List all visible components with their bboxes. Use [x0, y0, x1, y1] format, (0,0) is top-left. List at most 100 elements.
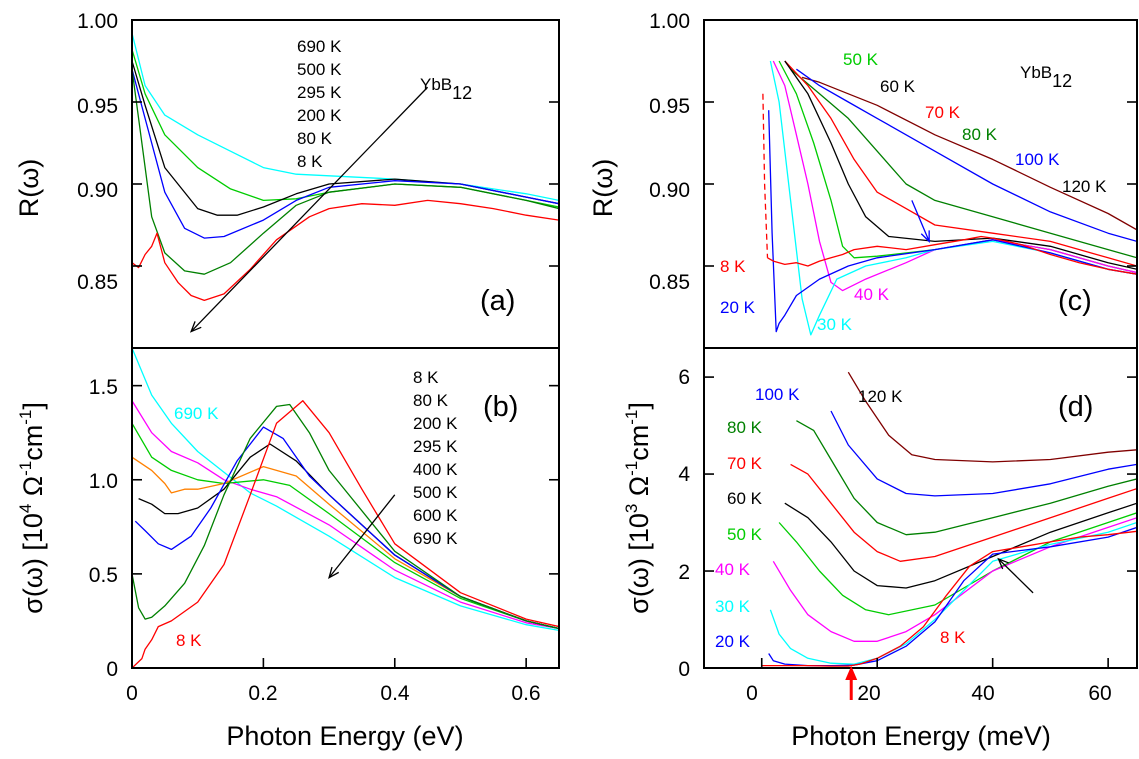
panel-b-arrow-head: [328, 566, 340, 579]
panel-a-legend-1: 690 K: [297, 37, 342, 56]
panel-a-label: (a): [480, 285, 515, 317]
panel-c-ytick-0: 0.85: [649, 271, 690, 294]
panel-c-label-50K: 50 K: [843, 50, 879, 69]
panel-d-xtick-3: 60: [1088, 682, 1111, 705]
panel-a-tickmarks: [132, 101, 559, 267]
panel-b-xtick-3: 0.6: [511, 682, 540, 705]
panel-c-series-9: [767, 235, 1137, 275]
panel-b-series-2: [132, 422, 559, 630]
panel-c-label-20K: 20 K: [720, 298, 756, 317]
panel-a-yticks: 0.85 0.90 0.95 1.00: [77, 10, 118, 294]
panel-c-series-10: [762, 93, 769, 258]
panel-b-arrow: [328, 494, 396, 579]
panel-c-label-80K: 80 K: [962, 125, 998, 144]
panel-b-legend-5: 400 K: [413, 460, 458, 479]
panel-d-label: (d): [1058, 391, 1093, 423]
panel-d-series-9: [761, 530, 1137, 667]
panel-d-arrow: [997, 558, 1034, 594]
panel-c-series-6: [772, 60, 1137, 292]
panel-b-legend-6: 500 K: [413, 483, 458, 502]
panel-d-tickmarks: [704, 376, 1137, 668]
panel-a-ytick-1: 0.90: [77, 179, 118, 202]
panel-b-series-1: [132, 400, 559, 630]
panel-c-label: (c): [1058, 285, 1092, 317]
panel-d-ytick-2: 4: [678, 463, 690, 486]
panel-b-xticks: 0 0.2 0.4 0.6: [126, 682, 540, 705]
panel-d-label-60K: 60 K: [727, 489, 763, 508]
panel-a-legend: 690 K 500 K 295 K 200 K 80 K 8 K: [297, 37, 342, 171]
panel-d-label-100K: 100 K: [755, 385, 800, 404]
panel-c-series-1: [796, 68, 1137, 243]
panel-b-series-6: [132, 403, 559, 630]
panel-a-series-0: [132, 32, 559, 202]
panel-b-frame: [131, 347, 560, 669]
panel-d-xlabel: Photon Energy (meV): [791, 721, 1051, 751]
panel-d-label-20K: 20 K: [715, 632, 751, 651]
panel-b-legend: 8 K 80 K 200 K 295 K 400 K 500 K 600 K 6…: [413, 368, 458, 548]
panel-c-ylabel: R(ω): [588, 159, 618, 218]
panel-a-ytick-3: 1.00: [77, 10, 118, 33]
panel-c-series-2: [790, 68, 1137, 259]
panel-c-series-3: [784, 60, 1137, 267]
panel-a-legend-2: 500 K: [297, 60, 342, 79]
panel-d-frame: [703, 347, 1138, 669]
panel-c-label-40K: 40 K: [854, 285, 890, 304]
panel-d-ytick-1: 2: [678, 561, 690, 584]
panel-c-series-0: [801, 76, 1137, 231]
panel-b-label-690K: 690 K: [174, 404, 219, 423]
panel-a-series: [132, 32, 559, 333]
panel-c: (c) YbB12 50 K 60 K 70 K 80 K 100 K 120 …: [588, 10, 1138, 349]
panel-b-label: (b): [483, 391, 518, 423]
panel-a-ytick-0: 0.85: [77, 271, 118, 294]
panel-d-gap-marker-head: [845, 666, 858, 680]
panel-b-series-5: [134, 426, 559, 630]
panel-c-arrow-head: [920, 230, 930, 243]
panel-d-label-50K: 50 K: [727, 525, 763, 544]
panel-d-xtick-1: 20: [857, 682, 880, 705]
panel-a-series-4: [132, 69, 559, 275]
panel-c-label-120K: 120 K: [1062, 177, 1107, 196]
panel-c-yticks: 0.85 0.90 0.95 1.00: [649, 10, 690, 294]
panel-d-xtick-0: 0: [746, 682, 758, 705]
panel-b-yticks: 0 0.5 1.0 1.5: [89, 376, 118, 681]
panel-d-series-1: [830, 410, 1137, 497]
panel-d-series-6: [772, 517, 1137, 642]
panel-b-series-7: [132, 400, 559, 668]
panel-c-label-30K: 30 K: [817, 315, 853, 334]
panel-a-ytick-2: 0.95: [77, 95, 118, 118]
panel-d-label-8K: 8 K: [940, 628, 966, 647]
panel-d-series-3: [790, 463, 1137, 562]
panel-d-series-0: [847, 371, 1137, 463]
panel-d-label-120K: 120 K: [858, 387, 903, 406]
panel-b-ytick-3: 1.5: [89, 376, 118, 399]
panel-a-legend-5: 80 K: [297, 129, 333, 148]
panel-c-series-4: [784, 60, 1137, 270]
panel-b-legend-3: 200 K: [413, 414, 458, 433]
panel-b-label-8K: 8 K: [176, 631, 202, 650]
panel-b-tickmarks: [132, 384, 559, 668]
panel-c-series: [762, 60, 1137, 336]
panel-d-series-4: [784, 502, 1137, 589]
panel-c-arrow: [911, 200, 930, 242]
panel-a-arrow: [190, 86, 429, 333]
panel-c-label-100K: 100 K: [1015, 150, 1060, 169]
panel-c-ytick-1: 0.90: [649, 179, 690, 202]
panel-b-legend-1: 8 K: [413, 368, 439, 387]
panel-b-ytick-0: 0: [106, 658, 118, 681]
panel-b-xtick-2: 0.4: [380, 682, 410, 705]
panel-a: (a) YbB12 690 K 500 K 295 K 200 K 80 K 8…: [14, 10, 560, 349]
panel-d-label-30K: 30 K: [715, 597, 751, 616]
panel-c-tickmarks: [704, 101, 1137, 267]
panel-c-label-60K: 60 K: [880, 77, 916, 96]
panel-d-ylabel: σ(ω) [103 Ω-1cm-1]: [622, 402, 654, 614]
panel-d-label-70K: 70 K: [727, 454, 763, 473]
panel-d-label-80K: 80 K: [727, 418, 763, 437]
panel-b-legend-8: 690 K: [413, 529, 458, 548]
panel-d-ytick-3: 6: [678, 366, 690, 389]
panel-d-series-8: [768, 526, 1137, 667]
panel-a-legend-6: 8 K: [297, 152, 323, 171]
panel-d-series-2: [796, 420, 1137, 536]
panel-c-ytick-2: 0.95: [649, 95, 690, 118]
panel-a-series-5: [132, 199, 559, 302]
